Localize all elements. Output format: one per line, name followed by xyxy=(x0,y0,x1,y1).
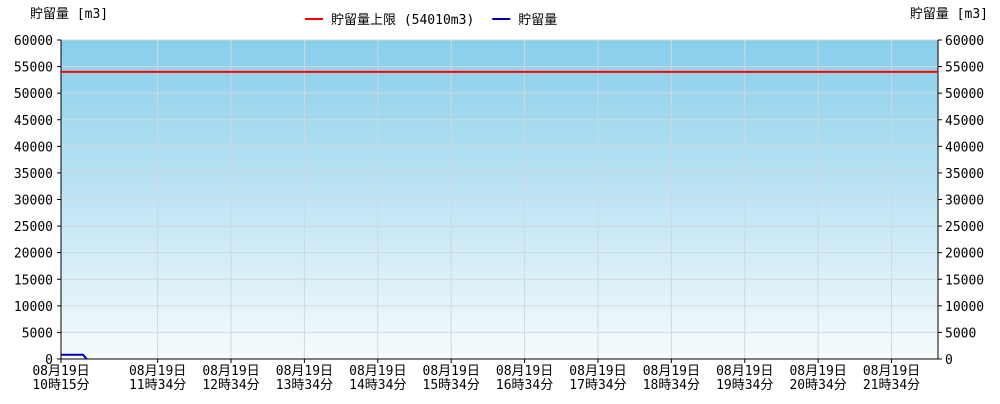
x-tick-label-line: 08月19日 xyxy=(789,364,846,379)
y-tick-label: 60000 xyxy=(14,34,53,49)
y2-tick-label: 40000 xyxy=(945,140,984,155)
y2-tick-label: 45000 xyxy=(945,114,984,129)
y-tick-label: 40000 xyxy=(14,140,53,155)
x-tick-label-line: 15時34分 xyxy=(423,378,480,393)
y-axis-title: 貯留量 [m3] xyxy=(30,7,108,22)
y-tick-label: 35000 xyxy=(14,167,53,182)
y-tick-label: 0 xyxy=(45,353,53,368)
x-tick-label: 08月19日 15時34分 xyxy=(423,364,480,393)
y2-tick-label: 50000 xyxy=(945,87,984,102)
y2-tick-label: 10000 xyxy=(945,300,984,315)
x-tick-label-line: 12時34分 xyxy=(202,378,259,393)
y-tick-label: 30000 xyxy=(14,194,53,209)
x-tick-label-line: 08月19日 xyxy=(349,364,406,379)
y2-tick-label: 60000 xyxy=(945,34,984,49)
x-tick-label: 08月19日 16時34分 xyxy=(496,364,553,393)
x-tick-label-line: 08月19日 xyxy=(423,364,480,379)
x-tick-label-line: 08月19日 xyxy=(32,364,89,379)
y-tick-label: 10000 xyxy=(14,300,53,315)
x-tick-label-line: 08月19日 xyxy=(863,364,920,379)
x-tick-label-line: 08月19日 xyxy=(716,364,773,379)
x-tick-label-line: 14時34分 xyxy=(349,378,406,393)
x-tick-label-line: 17時34分 xyxy=(569,378,626,393)
y2-axis-title: 貯留量 [m3] xyxy=(910,7,988,22)
x-tick-label-line: 08月19日 xyxy=(496,364,553,379)
x-tick-label: 08月19日 12時34分 xyxy=(202,364,259,393)
x-tick-label-line: 20時34分 xyxy=(789,378,846,393)
series-line xyxy=(61,353,88,360)
x-tick-label-line: 08月19日 xyxy=(276,364,333,379)
y-tick-label: 45000 xyxy=(14,114,53,129)
y-tick-label: 15000 xyxy=(14,273,53,288)
x-tick-label: 08月19日 20時34分 xyxy=(789,364,846,393)
y2-tick-label: 0 xyxy=(945,353,953,368)
legend-label: 貯留量上限 (54010m3) xyxy=(331,13,474,28)
x-tick-label: 08月19日 21時34分 xyxy=(863,364,920,393)
x-tick-label: 08月19日 11時34分 xyxy=(129,364,186,393)
y-tick-label: 20000 xyxy=(14,247,53,262)
x-tick-label: 08月19日 14時34分 xyxy=(349,364,406,393)
y2-tick-label: 20000 xyxy=(945,247,984,262)
x-tick-label-line: 11時34分 xyxy=(129,378,186,393)
y2-tick-label: 5000 xyxy=(945,326,976,341)
x-tick-label-line: 21時34分 xyxy=(863,378,920,393)
y2-tick-label: 25000 xyxy=(945,220,984,235)
x-tick-label-line: 18時34分 xyxy=(643,378,700,393)
x-tick-label-line: 08月19日 xyxy=(643,364,700,379)
x-tick-label-line: 16時34分 xyxy=(496,378,553,393)
y2-tick-label: 55000 xyxy=(945,61,984,76)
x-tick-label-line: 08月19日 xyxy=(202,364,259,379)
x-tick-label-line: 10時15分 xyxy=(32,378,89,393)
x-tick-label: 08月19日 19時34分 xyxy=(716,364,773,393)
x-tick-label: 08月19日 10時15分 xyxy=(32,364,89,393)
x-tick-label: 08月19日 13時34分 xyxy=(276,364,333,393)
y2-tick-label: 15000 xyxy=(945,273,984,288)
y2-tick-label: 35000 xyxy=(945,167,984,182)
y-tick-label: 50000 xyxy=(14,87,53,102)
x-tick-label-line: 08月19日 xyxy=(129,364,186,379)
y2-tick-label: 30000 xyxy=(945,194,984,209)
y-tick-label: 5000 xyxy=(22,326,53,341)
x-tick-label-line: 08月19日 xyxy=(569,364,626,379)
x-tick-label-line: 19時34分 xyxy=(716,378,773,393)
x-tick-label: 08月19日 17時34分 xyxy=(569,364,626,393)
x-tick-label: 08月19日 18時34分 xyxy=(643,364,700,393)
y-tick-label: 25000 xyxy=(14,220,53,235)
x-tick-label-line: 13時34分 xyxy=(276,378,333,393)
legend-label: 貯留量 xyxy=(518,13,557,28)
y-tick-label: 55000 xyxy=(14,61,53,76)
